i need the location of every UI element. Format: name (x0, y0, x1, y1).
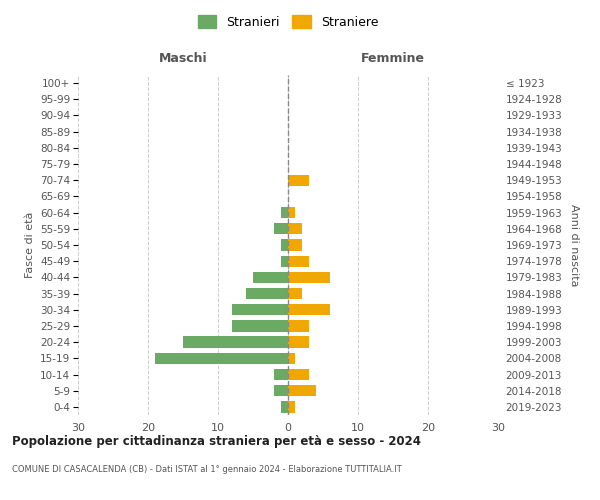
Bar (288, 174, 309, 186)
Bar (288, 304, 330, 316)
Text: Femmine: Femmine (361, 52, 425, 66)
Bar (274, 369, 288, 380)
Text: Popolazione per cittadinanza straniera per età e sesso - 2024: Popolazione per cittadinanza straniera p… (12, 435, 421, 448)
Bar (281, 256, 288, 267)
Bar (246, 288, 288, 299)
Bar (232, 304, 288, 316)
Bar (183, 336, 288, 348)
Bar (288, 352, 295, 364)
Y-axis label: Fasce di età: Fasce di età (25, 212, 35, 278)
Bar (288, 240, 302, 250)
Bar (274, 385, 288, 396)
Legend: Stranieri, Straniere: Stranieri, Straniere (194, 11, 382, 32)
Bar (288, 288, 302, 299)
Bar (253, 272, 288, 283)
Text: Maschi: Maschi (158, 52, 208, 66)
Bar (288, 272, 330, 283)
Bar (281, 207, 288, 218)
Bar (281, 240, 288, 250)
Bar (288, 207, 295, 218)
Y-axis label: Anni di nascita: Anni di nascita (569, 204, 579, 286)
Bar (288, 223, 302, 234)
Bar (288, 401, 295, 412)
Bar (155, 352, 288, 364)
Bar (288, 320, 309, 332)
Bar (288, 256, 309, 267)
Bar (288, 369, 309, 380)
Text: COMUNE DI CASACALENDA (CB) - Dati ISTAT al 1° gennaio 2024 - Elaborazione TUTTIT: COMUNE DI CASACALENDA (CB) - Dati ISTAT … (12, 465, 402, 474)
Bar (288, 336, 309, 348)
Bar (288, 385, 316, 396)
Bar (232, 320, 288, 332)
Bar (281, 401, 288, 412)
Bar (274, 223, 288, 234)
